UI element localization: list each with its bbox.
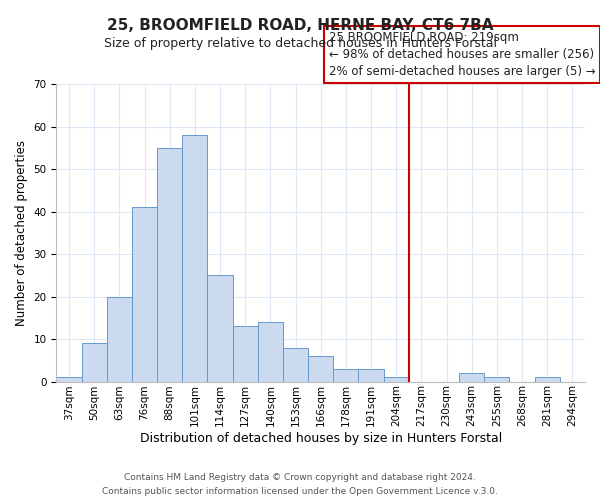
Bar [535,378,560,382]
Text: Contains public sector information licensed under the Open Government Licence v.: Contains public sector information licen… [102,486,498,496]
X-axis label: Distribution of detached houses by size in Hunters Forstal: Distribution of detached houses by size … [140,432,502,445]
Bar [107,296,132,382]
Bar [56,378,82,382]
Bar [358,369,383,382]
Text: 25, BROOMFIELD ROAD, HERNE BAY, CT6 7BA: 25, BROOMFIELD ROAD, HERNE BAY, CT6 7BA [107,18,493,32]
Bar [82,344,107,382]
Text: 25 BROOMFIELD ROAD: 219sqm
← 98% of detached houses are smaller (256)
2% of semi: 25 BROOMFIELD ROAD: 219sqm ← 98% of deta… [329,31,595,78]
Bar [233,326,258,382]
Bar [157,148,182,382]
Y-axis label: Number of detached properties: Number of detached properties [15,140,28,326]
Text: Contains HM Land Registry data © Crown copyright and database right 2024.: Contains HM Land Registry data © Crown c… [124,473,476,482]
Bar [459,373,484,382]
Bar [283,348,308,382]
Bar [182,135,208,382]
Bar [208,276,233,382]
Bar [308,356,333,382]
Bar [258,322,283,382]
Bar [333,369,358,382]
Bar [484,378,509,382]
Bar [132,208,157,382]
Text: Size of property relative to detached houses in Hunters Forstal: Size of property relative to detached ho… [104,38,497,51]
Bar [383,378,409,382]
